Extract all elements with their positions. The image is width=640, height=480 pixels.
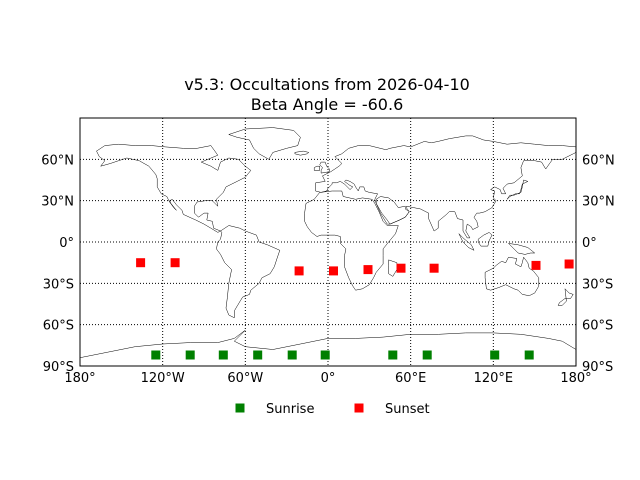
lat-tick-label-left-5: 90°S — [43, 360, 74, 375]
legend-sunrise-label: Sunrise — [266, 402, 314, 417]
tick-labels: 180° 120°W 60°W 0° 60°E 120°E 180° 60°N 60°N 30°N… — [41, 153, 615, 386]
sumatra-outline — [458, 233, 475, 251]
japan-outline — [506, 179, 529, 200]
lon-tick-label-0: 180° — [64, 371, 95, 386]
lon-tick-label-6: 180° — [560, 371, 591, 386]
sunrise-marker-9 — [524, 350, 534, 360]
occultation-markers — [136, 258, 574, 360]
ireland-outline — [313, 165, 320, 171]
legend-sunrise-swatch — [235, 403, 245, 413]
sunrise-marker-4 — [287, 350, 297, 360]
new-zealand-outline — [557, 288, 574, 306]
gridlines — [80, 118, 576, 366]
sunset-marker-7 — [531, 260, 541, 270]
lat-tick-label-right-3: 30°S — [582, 277, 613, 292]
sunrise-marker-5 — [320, 350, 330, 360]
sunset-marker-3 — [329, 266, 338, 276]
sunset-marker-4 — [363, 265, 373, 275]
south-america-outline — [216, 225, 281, 319]
coastlines — [79, 127, 577, 358]
lat-tick-label-right-0: 60°N — [582, 153, 615, 168]
sunrise-marker-8 — [490, 350, 500, 360]
lat-tick-label-left-4: 60°S — [43, 319, 74, 334]
sunset-marker-5 — [396, 263, 406, 273]
arabia-region-outline — [375, 196, 410, 225]
australia-outline — [484, 256, 540, 296]
lon-tick-label-1: 120°W — [141, 371, 185, 386]
sunset-marker-0 — [136, 258, 146, 268]
lat-tick-label-left-0: 60°N — [41, 153, 74, 168]
legend: Sunrise Sunset — [235, 402, 430, 417]
sunrise-marker-0 — [151, 350, 161, 360]
lon-tick-label-3: 0° — [321, 371, 336, 386]
greenland-outline — [228, 127, 301, 160]
chart-subtitle: Beta Angle = -60.6 — [251, 95, 404, 114]
sunset-marker-2 — [294, 266, 304, 276]
sunrise-marker-6 — [388, 350, 398, 360]
sunset-marker-6 — [429, 263, 439, 273]
africa-outline — [304, 190, 399, 291]
map-frame — [79, 117, 577, 367]
lon-tick-label-2: 60°W — [227, 371, 263, 386]
antarctica-coast — [79, 329, 577, 358]
lat-tick-label-left-1: 30°N — [41, 195, 74, 210]
madagascar-outline — [388, 259, 398, 277]
lat-tick-label-right-1: 30°N — [582, 195, 615, 210]
great-britain-outline — [319, 161, 330, 174]
sunset-marker-1 — [170, 258, 180, 268]
legend-sunset-swatch — [354, 403, 364, 413]
lat-tick-label-left-3: 30°S — [43, 277, 74, 292]
map-area — [79, 117, 577, 367]
lat-tick-label-right-5: 90°S — [582, 360, 613, 375]
lon-tick-label-5: 120°E — [474, 371, 514, 386]
lon-tick-label-4: 60°E — [395, 371, 426, 386]
lat-tick-label-right-4: 60°S — [582, 319, 613, 334]
sunset-marker-8 — [564, 259, 574, 269]
lat-tick-label-left-2: 0° — [59, 236, 74, 251]
lat-tick-label-right-2: 0° — [582, 236, 597, 251]
borneo-outline — [477, 232, 493, 247]
sunrise-marker-7 — [422, 350, 432, 360]
sunrise-marker-3 — [253, 350, 263, 360]
north-america-outline — [96, 143, 252, 233]
sunrise-marker-1 — [185, 350, 195, 360]
sunrise-marker-2 — [218, 350, 228, 360]
new-guinea-outline — [507, 243, 536, 255]
chart-title: v5.3: Occultations from 2026-04-10 — [184, 75, 470, 94]
iceland-outline — [294, 150, 310, 156]
eurasia-outline — [315, 135, 577, 239]
legend-sunset-label: Sunset — [385, 402, 430, 417]
